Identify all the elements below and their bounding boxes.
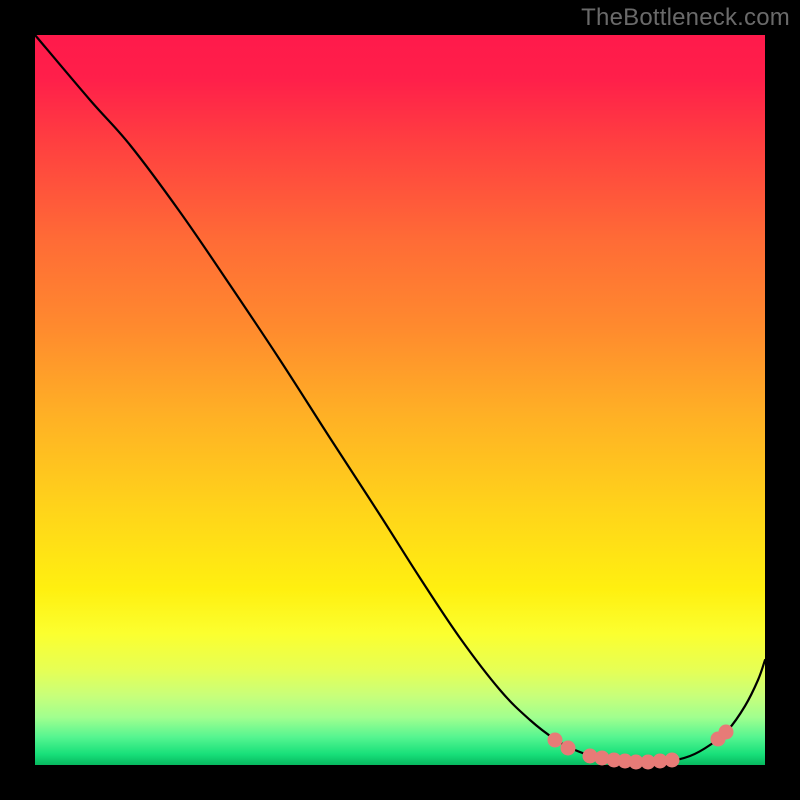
plot-background [35,35,765,765]
watermark-text: TheBottleneck.com [581,4,790,32]
curve-marker [561,741,576,756]
curve-marker [665,753,680,768]
curve-marker [719,725,734,740]
curve-marker [548,733,563,748]
chart-container: TheBottleneck.com [0,0,800,800]
chart-svg [0,0,800,800]
